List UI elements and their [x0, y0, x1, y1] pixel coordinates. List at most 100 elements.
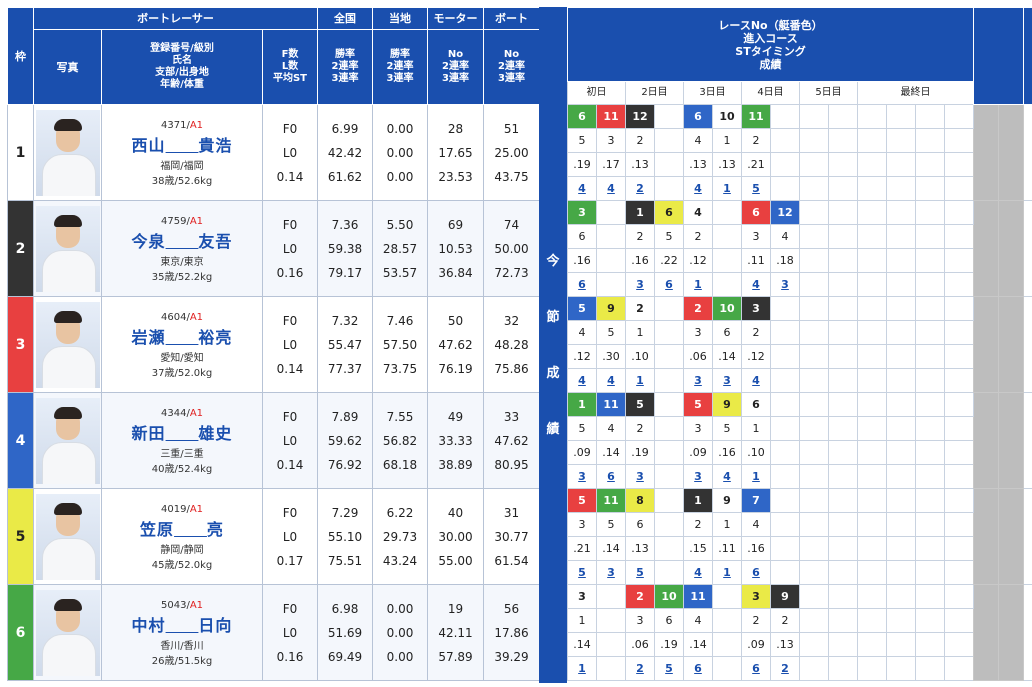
empty-result-cell [857, 248, 887, 273]
racer-age-weight: 35歳/52.2kg [151, 271, 213, 283]
racer-class: A1 [189, 119, 204, 131]
entry-course: 5 [712, 416, 742, 441]
empty-result-cell [886, 344, 916, 369]
race-rank-link[interactable]: 4 [567, 368, 597, 393]
race-rank-link[interactable]: 3 [596, 560, 626, 585]
st-timing: .30 [596, 344, 626, 369]
empty-result-cell [799, 104, 829, 129]
race-rank-link[interactable]: 2 [625, 176, 655, 201]
racer-name-link[interactable]: 今泉 友吾 [131, 231, 233, 251]
entry-course: 3 [596, 128, 626, 153]
unused-column [973, 200, 999, 297]
race-rank-link[interactable]: 5 [625, 560, 655, 585]
motor-3rate: 55.00 [438, 553, 473, 568]
empty-result-cell [770, 416, 800, 441]
day-header: 3日目 [683, 81, 742, 105]
race-rank-link[interactable]: 3 [625, 272, 655, 297]
racer-name-link[interactable]: 新田 雄史 [131, 423, 233, 443]
race-number: 6 [741, 200, 771, 225]
result-line: .09.14.19.09.16.10 [567, 440, 1032, 465]
st-timing: .14 [712, 344, 742, 369]
race-rank-link[interactable]: 3 [625, 464, 655, 489]
racer-name-link[interactable]: 西山 貴浩 [131, 135, 233, 155]
empty-result-cell [944, 464, 974, 489]
national-header: 全国 [317, 7, 374, 30]
empty-result-cell [770, 104, 800, 129]
empty-result-cell [886, 368, 916, 393]
race-number: 12 [625, 104, 655, 129]
race-rank-link[interactable]: 6 [683, 656, 713, 681]
early-cell: 2R [1023, 392, 1032, 489]
race-rank-link[interactable]: 1 [712, 560, 742, 585]
boat-cell: 33 47.62 80.95 [483, 392, 541, 489]
fl-cell: F0 L0 0.14 [261, 392, 319, 489]
race-rank-link[interactable]: 1 [741, 464, 771, 489]
race-rank-link[interactable]: 6 [567, 272, 597, 297]
race-rank-link[interactable]: 3 [683, 464, 713, 489]
race-rank-link[interactable]: 6 [741, 560, 771, 585]
race-rank-link[interactable]: 3 [712, 368, 742, 393]
race-rank-link[interactable]: 5 [567, 560, 597, 585]
empty-result-cell [886, 440, 916, 465]
empty-result-cell [886, 176, 916, 201]
race-number: 5 [567, 296, 597, 321]
race-number: 5 [567, 488, 597, 513]
local-rates-header: 勝率 2連率 3連率 [372, 29, 429, 105]
frame-number: 4 [7, 392, 34, 489]
race-rank-link[interactable]: 3 [770, 272, 800, 297]
empty-result-cell [770, 176, 800, 201]
racer-name-link[interactable]: 岩瀬 裕亮 [131, 327, 233, 347]
motor-3rate: 57.89 [438, 649, 473, 664]
boat-2rate: 25.00 [494, 145, 529, 160]
race-rank-link[interactable]: 3 [567, 464, 597, 489]
race-rank-link[interactable]: 4 [741, 272, 771, 297]
entry-course: 2 [683, 512, 713, 537]
empty-result-cell [944, 248, 974, 273]
boat-3rate: 43.75 [494, 169, 529, 184]
racer-class: A1 [189, 503, 204, 515]
entry-course: 1 [712, 128, 742, 153]
race-rank-link[interactable]: 1 [712, 176, 742, 201]
race-rank-link[interactable]: 5 [741, 176, 771, 201]
race-rank-link[interactable]: 4 [683, 176, 713, 201]
race-rank-link[interactable]: 6 [596, 464, 626, 489]
racer-age-weight: 37歳/52.0kg [151, 367, 213, 379]
empty-result-cell [799, 176, 829, 201]
race-rank-link[interactable]: 1 [625, 368, 655, 393]
empty-result-cell [799, 440, 829, 465]
race-rank-link[interactable]: 6 [654, 272, 684, 297]
racer-branch: 三重/三重 [160, 448, 204, 460]
empty-result-cell [799, 344, 829, 369]
local-3rate: 73.75 [382, 361, 418, 376]
race-rank-link[interactable]: 6 [741, 656, 771, 681]
race-rank-link[interactable]: 5 [654, 656, 684, 681]
empty-result-cell [770, 320, 800, 345]
empty-result-cell [886, 200, 916, 225]
empty-result-cell [828, 416, 858, 441]
race-rank-link[interactable]: 1 [567, 656, 597, 681]
race-rank-link[interactable]: 4 [567, 176, 597, 201]
racer-name-link[interactable]: 中村 日向 [131, 615, 233, 635]
racer-name-link[interactable]: 笠原 亮 [140, 519, 224, 539]
race-rank-link[interactable]: 1 [683, 272, 713, 297]
entry-course: 2 [625, 224, 655, 249]
race-number: 3 [567, 200, 597, 225]
empty-result-cell [828, 104, 858, 129]
race-rank-link[interactable]: 4 [741, 368, 771, 393]
entry-course: 4 [683, 608, 713, 633]
series-char: 成 [546, 366, 560, 381]
race-rank-link[interactable]: 2 [625, 656, 655, 681]
race-rank-link[interactable]: 4 [712, 464, 742, 489]
st-timing: .09 [567, 440, 597, 465]
entry-course: 4 [683, 128, 713, 153]
race-rank-link[interactable]: 4 [596, 368, 626, 393]
race-rank-link[interactable]: 4 [596, 176, 626, 201]
race-rank-link[interactable]: 4 [683, 560, 713, 585]
empty-result-cell [857, 416, 887, 441]
boat-cell: 74 50.00 72.73 [483, 200, 541, 297]
race-rank-link[interactable]: 3 [683, 368, 713, 393]
racer-photo-image [35, 589, 100, 676]
race-rank-link[interactable]: 2 [770, 656, 800, 681]
empty-result-cell [770, 440, 800, 465]
